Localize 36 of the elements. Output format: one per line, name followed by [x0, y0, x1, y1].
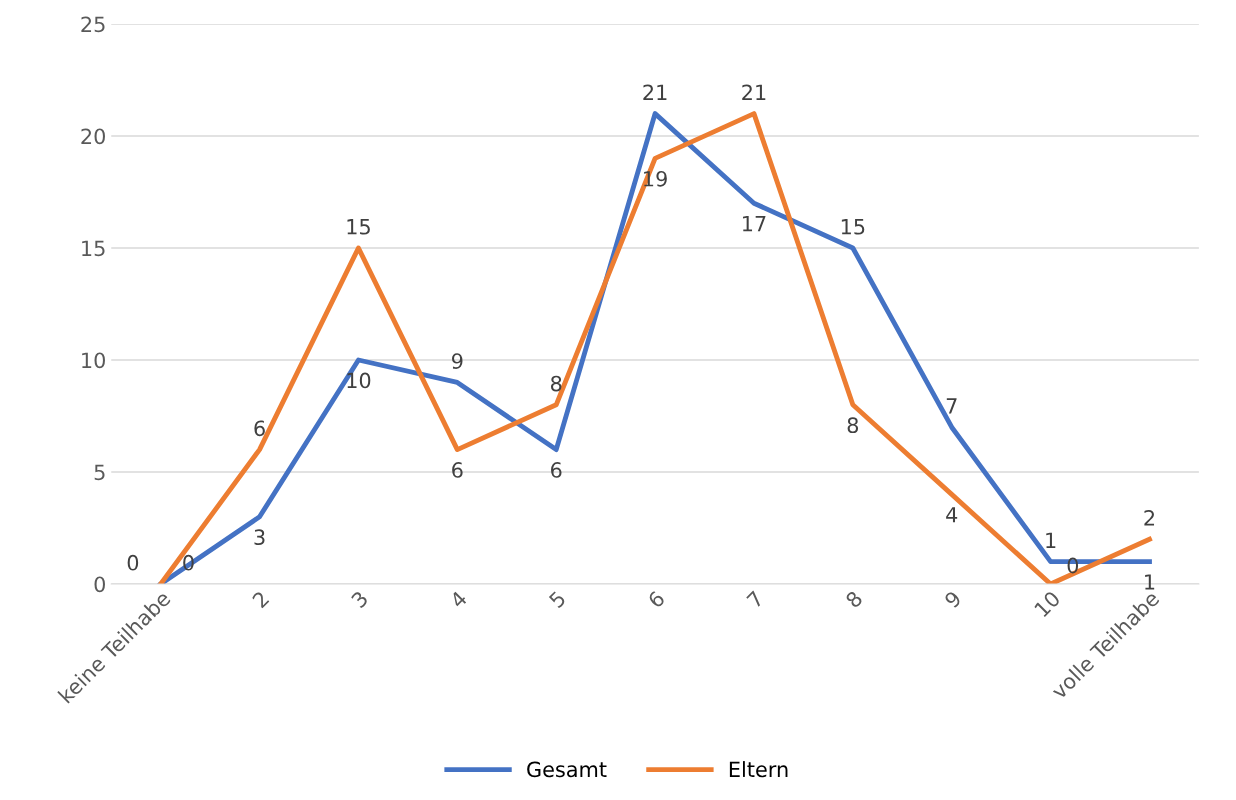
x-tick-label: 9 [943, 590, 963, 609]
y-tick-label: 15 [82, 240, 105, 257]
x-tick-label: 8 [844, 590, 864, 609]
y-tick-label: 0 [94, 576, 105, 593]
data-label: 1 [1145, 574, 1155, 590]
legend-label: Eltern [729, 761, 788, 778]
x-tick-label: 7 [746, 590, 764, 609]
data-label: 3 [254, 529, 265, 546]
data-label: 21 [643, 84, 667, 100]
data-label: 1 [1046, 532, 1056, 548]
data-label: 7 [946, 398, 957, 414]
data-label: 4 [946, 507, 958, 523]
data-label: 10 [347, 372, 371, 389]
y-tick-label: 5 [94, 464, 105, 481]
data-label: 6 [254, 420, 265, 437]
data-label: 21 [742, 84, 766, 100]
data-label: 17 [742, 215, 766, 232]
y-tick-label: 10 [82, 352, 105, 369]
x-tick-label: 5 [548, 590, 567, 609]
data-label: 8 [847, 417, 859, 434]
legend-label: Gesamt [527, 761, 607, 778]
y-tick-label: 25 [81, 16, 105, 33]
x-tick-label: 6 [647, 590, 666, 609]
data-label: 6 [551, 462, 562, 478]
x-tick-label: 3 [350, 590, 369, 609]
y-tick-label: 20 [81, 128, 105, 145]
data-label: 2 [1144, 510, 1155, 526]
data-label: 15 [347, 219, 370, 235]
x-tick-label: 2 [251, 590, 270, 609]
data-label: 6 [452, 462, 463, 478]
x-tick-label: 10 [1033, 590, 1062, 618]
data-label: 8 [550, 375, 562, 392]
data-label: 0 [127, 554, 139, 571]
data-label: 15 [841, 219, 865, 235]
data-label: 9 [452, 353, 463, 369]
x-tick-label: 4 [449, 590, 468, 609]
